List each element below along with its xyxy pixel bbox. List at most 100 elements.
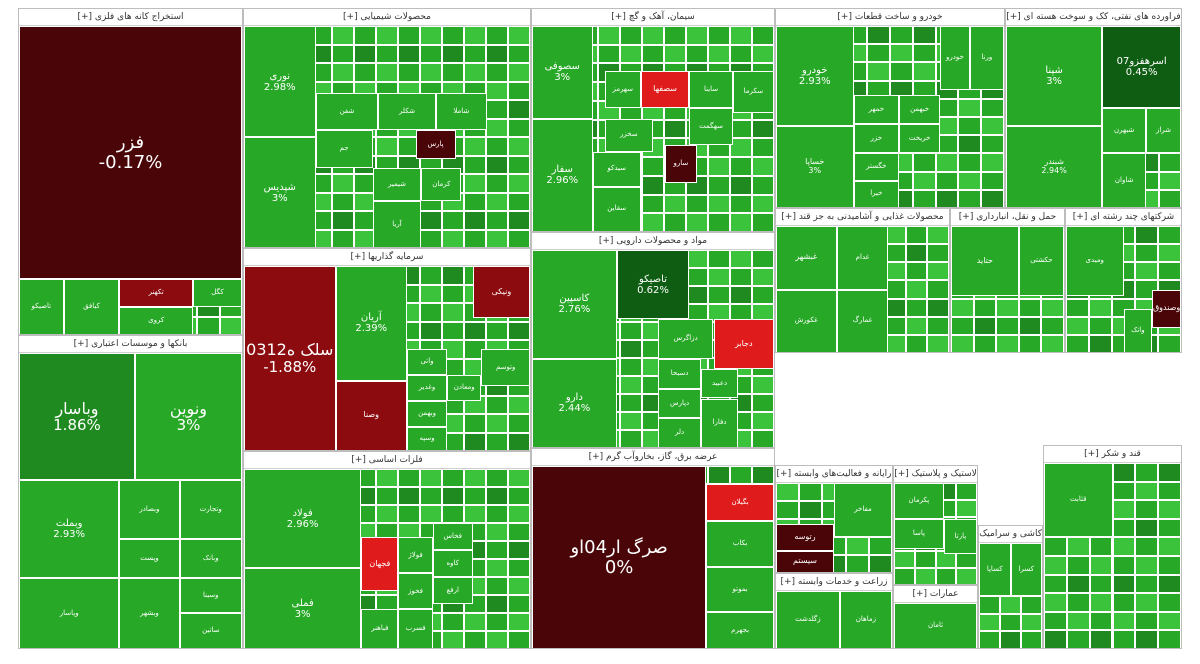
stock-tile[interactable]: ورنا (969, 26, 1004, 90)
stock-tile[interactable]: ساینا (689, 71, 733, 109)
stock-tile[interactable]: پارتا (943, 518, 977, 555)
sector-header[interactable]: محصولات غذایی و آشامیدنی به جز قند [+] (776, 209, 949, 226)
sector-header[interactable]: فراورده های نفتی، کک و سوخت هسته ای [+] (1006, 9, 1181, 26)
stock-tile[interactable]: غدام (836, 226, 889, 290)
stock-tile[interactable]: واتی (407, 349, 448, 376)
stock-tile[interactable]: فباهنر (361, 609, 399, 648)
stock-tile[interactable]: صرگ ار04او 0% (532, 466, 707, 648)
stock-tile[interactable]: کاوه (432, 550, 473, 577)
stock-tile[interactable]: وبصادر (119, 480, 180, 540)
stock-tile[interactable]: کسرا (1010, 543, 1042, 596)
stock-tile[interactable]: کاسپین 2.76% (532, 250, 617, 359)
stock-tile[interactable]: سکرما (732, 71, 774, 113)
stock-tile[interactable]: دجابر (713, 319, 774, 369)
stock-tile[interactable]: بگیلان (706, 484, 774, 521)
stock-tile[interactable]: خزر (853, 124, 900, 154)
sector-header[interactable]: رایانه و فعالیت‌های وابسته [+] (776, 466, 892, 483)
stock-tile[interactable]: خمهر (853, 95, 900, 125)
sector-header[interactable]: بانکها و موسسات اعتباری [+] (19, 336, 242, 353)
stock-tile[interactable]: خریخت (899, 124, 941, 154)
stock-tile[interactable]: فسرب (398, 609, 433, 648)
stock-tile[interactable]: سفار 2.96% (532, 118, 593, 231)
stock-tile[interactable]: وپاسار (19, 577, 120, 648)
stock-tile[interactable]: خگستر (853, 153, 900, 181)
stock-tile[interactable]: سخزر (604, 118, 653, 152)
stock-tile[interactable]: جم (315, 130, 373, 169)
stock-tile[interactable]: ارفع (432, 577, 473, 604)
stock-tile[interactable]: حتاید (951, 226, 1019, 296)
stock-tile[interactable]: زماهان (839, 591, 892, 648)
stock-tile[interactable]: تاصیکو 0.62% (616, 250, 690, 320)
stock-tile[interactable]: کبافق (63, 279, 120, 334)
stock-tile[interactable]: سقاین (592, 186, 641, 231)
stock-tile[interactable]: خیرا (853, 180, 900, 207)
stock-tile[interactable]: شبندر 2.94% (1006, 126, 1103, 207)
stock-tile[interactable]: فزر -0.17% (19, 26, 242, 280)
sector-header[interactable]: خودرو و ساخت قطعات [+] (776, 9, 1004, 26)
stock-tile[interactable]: غبشهر (776, 226, 837, 290)
stock-tile[interactable]: واتک (1123, 308, 1153, 352)
sector-header[interactable]: محصولات شیمیایی [+] (244, 9, 530, 26)
stock-tile[interactable]: نوری 2.98% (244, 26, 316, 137)
stock-tile[interactable]: وپست (119, 539, 180, 578)
stock-tile[interactable]: رتوسه (776, 523, 834, 551)
stock-tile[interactable]: مفاخر (834, 483, 892, 537)
stock-tile[interactable]: خودرو (940, 26, 970, 90)
stock-tile[interactable]: وباسار 1.86% (19, 353, 135, 481)
stock-tile[interactable]: ثامان (894, 603, 977, 648)
stock-tile[interactable]: پارس (415, 130, 456, 160)
stock-tile[interactable]: فخوز (398, 573, 433, 610)
stock-tile[interactable]: فولاد 2.96% (244, 469, 362, 568)
stock-tile[interactable]: آریان 2.39% (335, 266, 408, 381)
stock-tile[interactable]: شراز (1146, 107, 1181, 154)
stock-tile[interactable]: شاوان (1102, 153, 1146, 207)
stock-tile[interactable]: وتوسم (481, 349, 530, 387)
sector-header[interactable]: عرضه برق، گاز، بخاروآب گرم [+] (532, 449, 774, 466)
stock-tile[interactable]: شپدیس 3% (244, 137, 316, 247)
sector-header[interactable]: شرکتهای چند رشته ای [+] (1066, 209, 1181, 226)
stock-tile[interactable]: فجهان (361, 537, 399, 592)
stock-tile[interactable]: کروی (119, 307, 193, 334)
sector-header[interactable]: قند و شکر [+] (1044, 446, 1181, 463)
stock-tile[interactable]: شپنا 3% (1006, 26, 1103, 127)
stock-tile[interactable]: شاملا (435, 92, 488, 131)
stock-tile[interactable]: غمارگ (836, 289, 889, 352)
stock-tile[interactable]: وصندوق (1152, 289, 1181, 328)
stock-tile[interactable]: تکهنر (119, 279, 193, 308)
stock-tile[interactable]: دارو 2.44% (532, 358, 617, 447)
sector-header[interactable]: زراعت و خدمات وابسته [+] (776, 574, 892, 591)
stock-tile[interactable]: وسپه (407, 426, 448, 450)
stock-tile[interactable]: ونیکی (472, 266, 530, 318)
stock-tile[interactable]: کساپا (979, 543, 1011, 596)
stock-tile[interactable]: دلر (657, 418, 702, 447)
stock-tile[interactable]: وتجارت (179, 480, 242, 540)
stock-tile[interactable]: وبانک (179, 539, 242, 578)
stock-tile[interactable]: سلک ه0312 -1.88% (244, 266, 336, 450)
stock-tile[interactable]: کرمان (421, 168, 462, 202)
stock-tile[interactable]: ونوین 3% (134, 353, 242, 481)
stock-tile[interactable]: سارو (665, 145, 697, 183)
stock-tile[interactable]: آریا (372, 201, 422, 247)
stock-tile[interactable]: اسرهفزو07 0.45% (1102, 26, 1181, 108)
stock-tile[interactable]: وصنا (335, 380, 408, 450)
stock-tile[interactable]: وغدیر (407, 375, 448, 402)
stock-tile[interactable]: سصوفی 3% (532, 26, 593, 119)
sector-header[interactable]: استخراج کانه های فلزی [+] (19, 9, 242, 26)
stock-tile[interactable]: فخاس (432, 523, 473, 550)
stock-tile[interactable]: فملی 3% (244, 568, 362, 648)
stock-tile[interactable]: حکشتی (1018, 226, 1064, 296)
stock-tile[interactable]: خساپا 3% (776, 126, 854, 207)
sector-header[interactable]: حمل و نقل، انبارداری [+] (951, 209, 1064, 226)
stock-tile[interactable]: پکرمان (894, 483, 944, 519)
stock-tile[interactable]: کگل (192, 279, 242, 308)
stock-tile[interactable]: سصفها (640, 71, 690, 109)
stock-tile[interactable]: زگلدشت (776, 591, 840, 648)
stock-tile[interactable]: ومعادن (447, 375, 482, 402)
stock-tile[interactable]: خبهمن (899, 95, 941, 125)
stock-tile[interactable]: دپارس (657, 388, 702, 419)
stock-tile[interactable]: شفن (315, 92, 379, 131)
stock-tile[interactable]: سیستم (776, 550, 834, 572)
sector-header[interactable]: مواد و محصولات دارویی [+] (532, 233, 774, 250)
stock-tile[interactable]: قثابت (1044, 463, 1113, 538)
stock-tile[interactable]: شیمیر (372, 168, 422, 202)
